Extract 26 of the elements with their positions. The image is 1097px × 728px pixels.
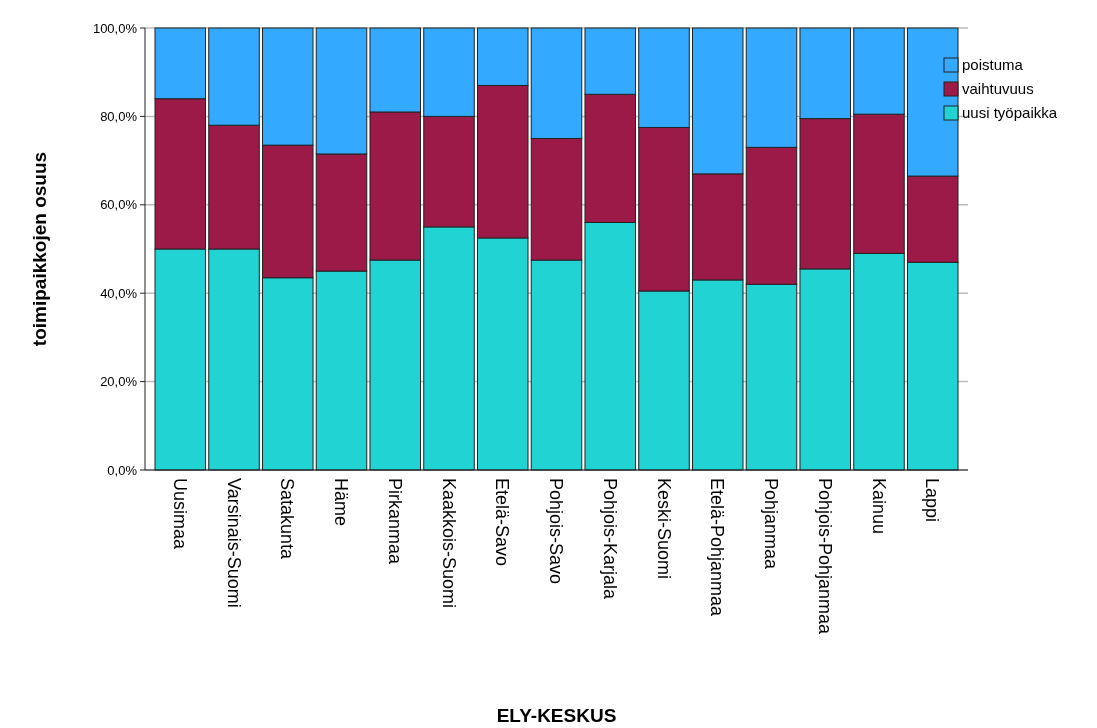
x-axis-title: ELY-KESKUS [496, 705, 617, 726]
legend-label: uusi työpaikka [962, 104, 1058, 121]
x-tick-label: Keski-Suomi [653, 478, 674, 580]
y-axis-title: toimipaikkojen osuus [29, 151, 50, 347]
legend-label: poistuma [962, 56, 1024, 73]
y-tick-label: 20,0% [100, 374, 138, 390]
x-tick-label: Varsinais-Suomi [223, 478, 244, 608]
x-tick-label: Pohjois-Pohjanmaa [814, 478, 835, 636]
x-tick-label: Lappi [922, 478, 943, 523]
y-tick-label: 0,0% [107, 462, 138, 478]
x-tick-label: Pirkanmaa [384, 478, 405, 566]
y-tick-label: 40,0% [100, 285, 138, 301]
x-tick-label: Kaakkois-Suomi [438, 478, 459, 609]
x-tick-label: Pohjois-Savo [546, 478, 567, 585]
x-tick-label: Häme [331, 478, 352, 527]
x-tick-label: Etelä-Savo [492, 478, 513, 567]
y-tick-label: 80,0% [100, 108, 138, 124]
y-tick-label: 60,0% [100, 197, 138, 213]
x-tick-label: Kainuu [868, 478, 889, 535]
y-tick-label: 100,0% [92, 20, 138, 36]
x-tick-label: Pohjois-Karjala [599, 478, 620, 601]
x-tick-label: Uusimaa [169, 478, 190, 551]
x-tick-label: Pohjanmaa [761, 478, 782, 571]
x-tick-label: Etelä-Pohjanmaa [707, 478, 728, 618]
x-tick-label: Satakunta [277, 478, 298, 561]
legend-label: vaihtuvuus [962, 80, 1034, 97]
